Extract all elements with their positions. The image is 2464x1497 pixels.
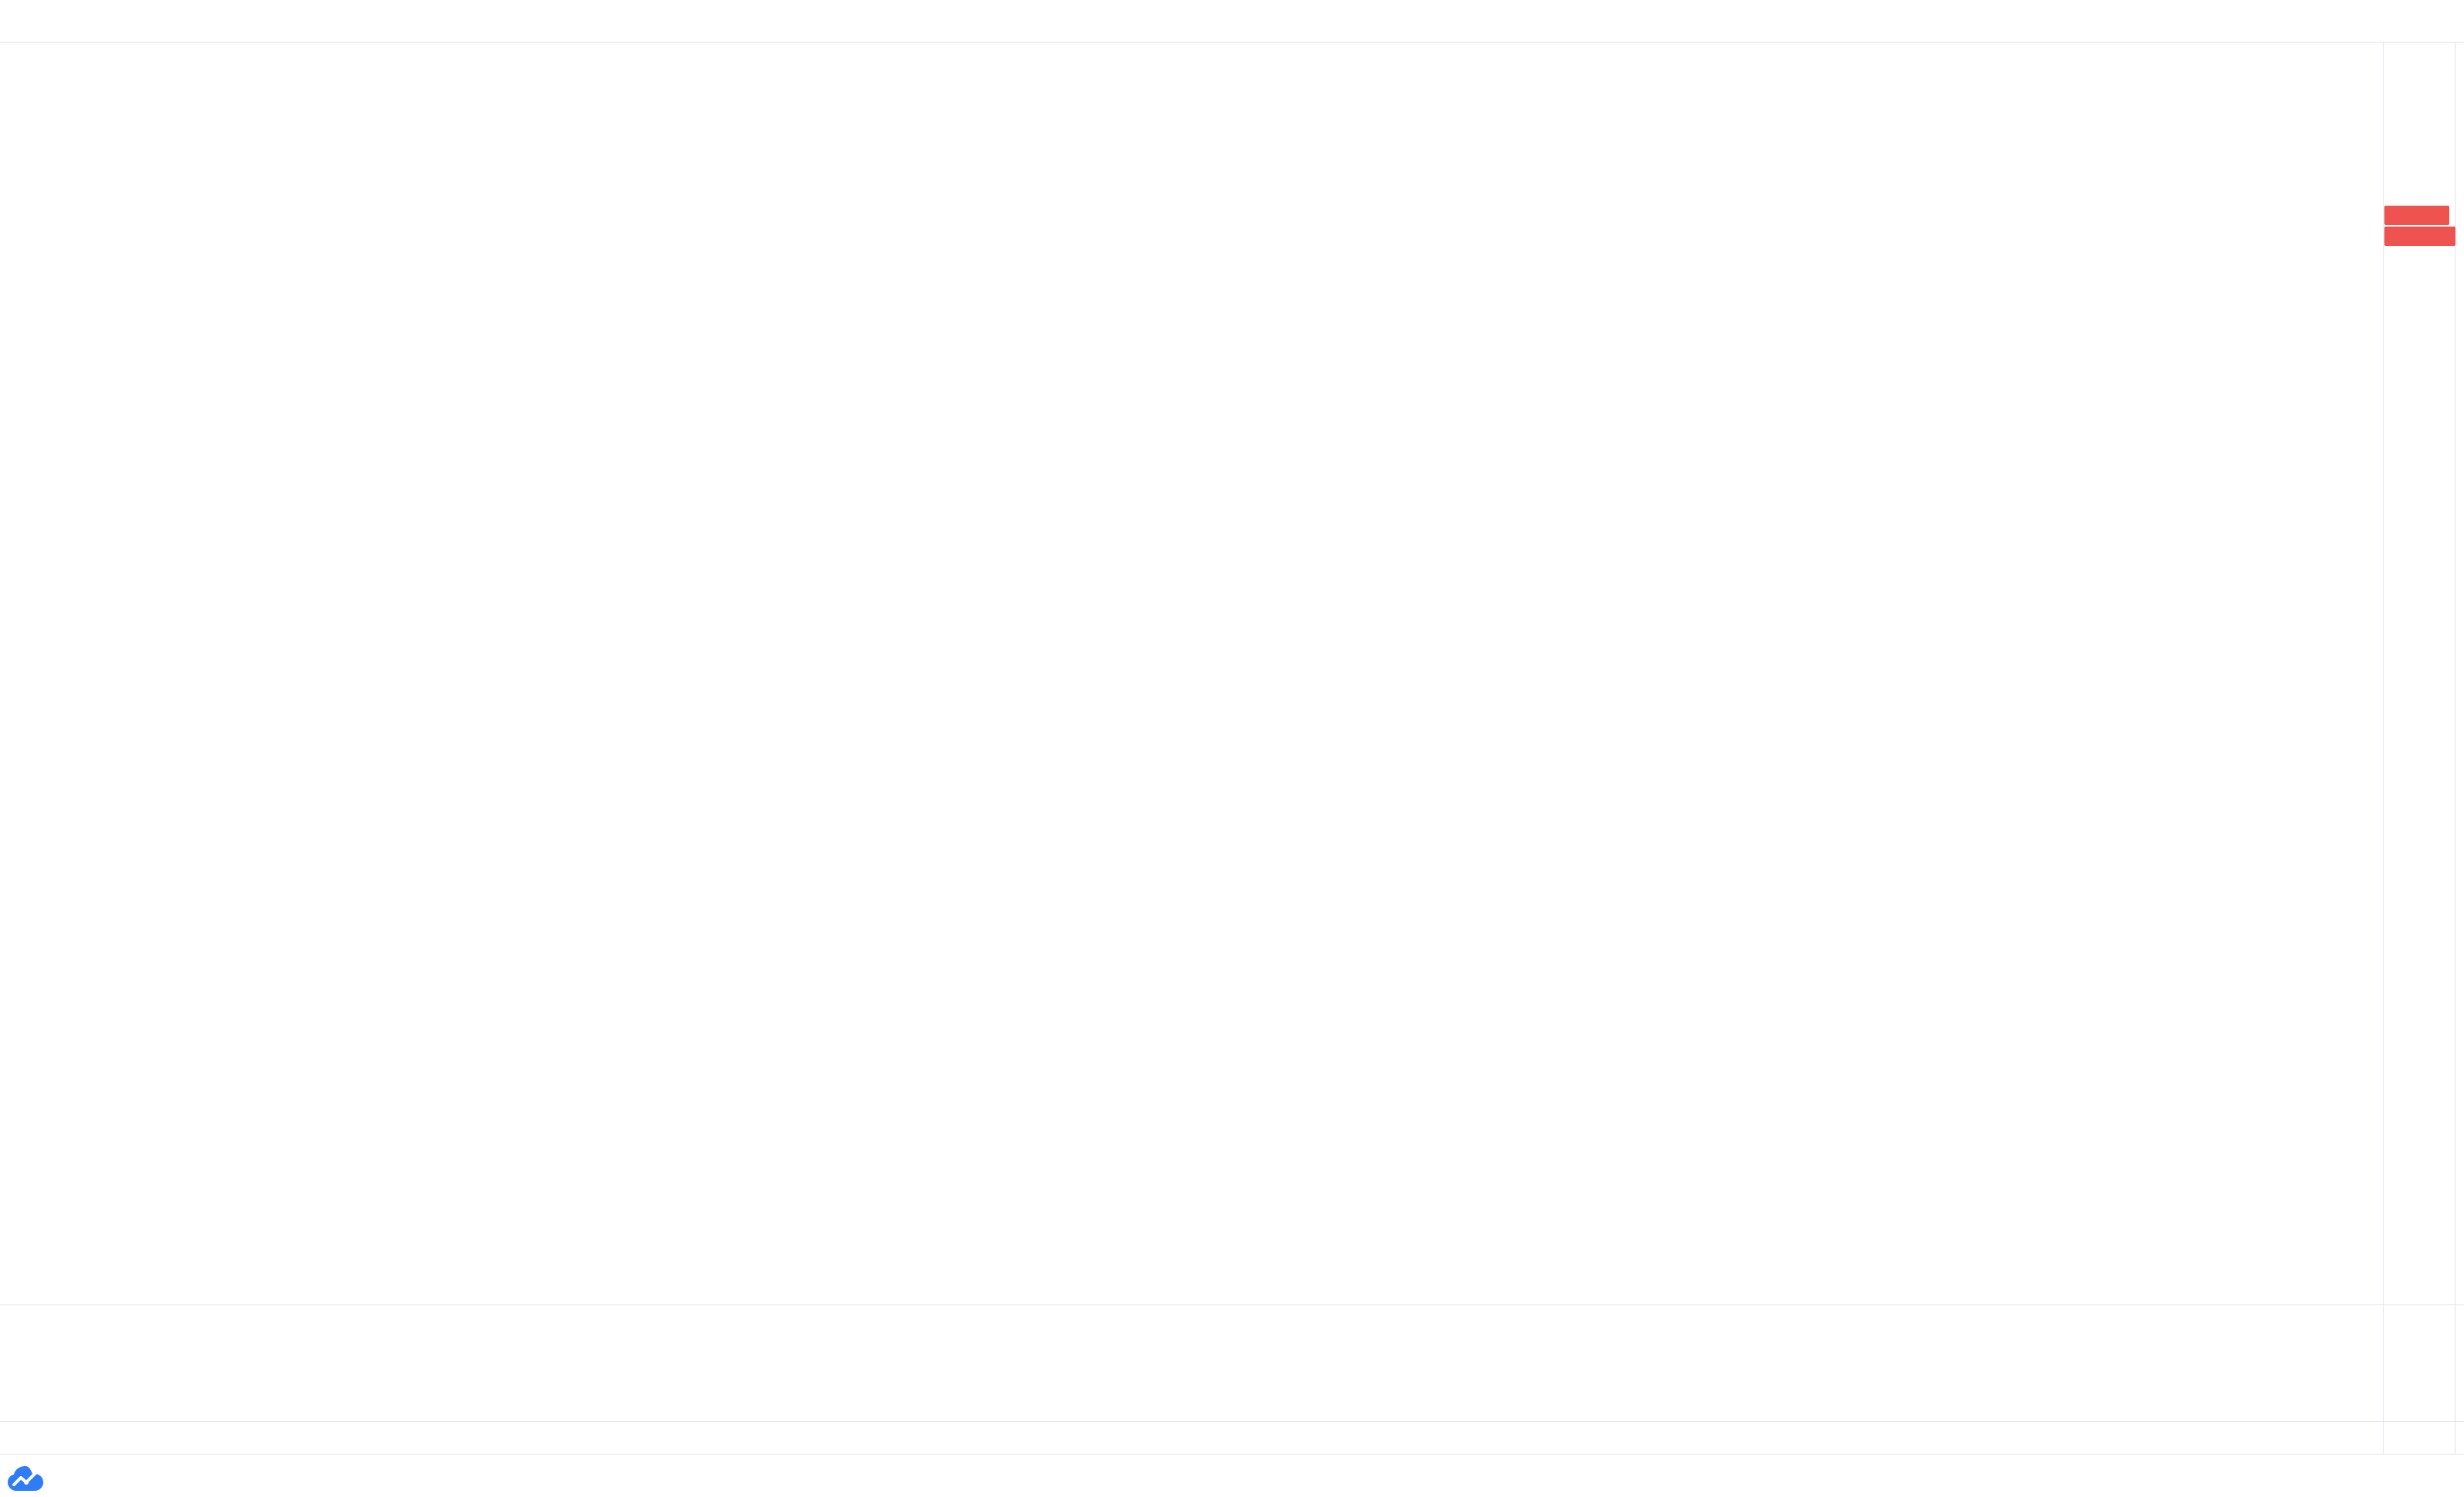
- pane-separator[interactable]: [0, 1304, 2464, 1305]
- tradingview-logo[interactable]: [8, 1465, 51, 1494]
- header-separator: [0, 42, 2464, 43]
- tradingview-cloud-icon: [8, 1466, 43, 1491]
- last-price-badge: [2384, 206, 2449, 225]
- bar-countdown-badge: [2384, 227, 2455, 246]
- time-axis-separator: [0, 1421, 2464, 1422]
- price-axis-border: [2383, 43, 2384, 1454]
